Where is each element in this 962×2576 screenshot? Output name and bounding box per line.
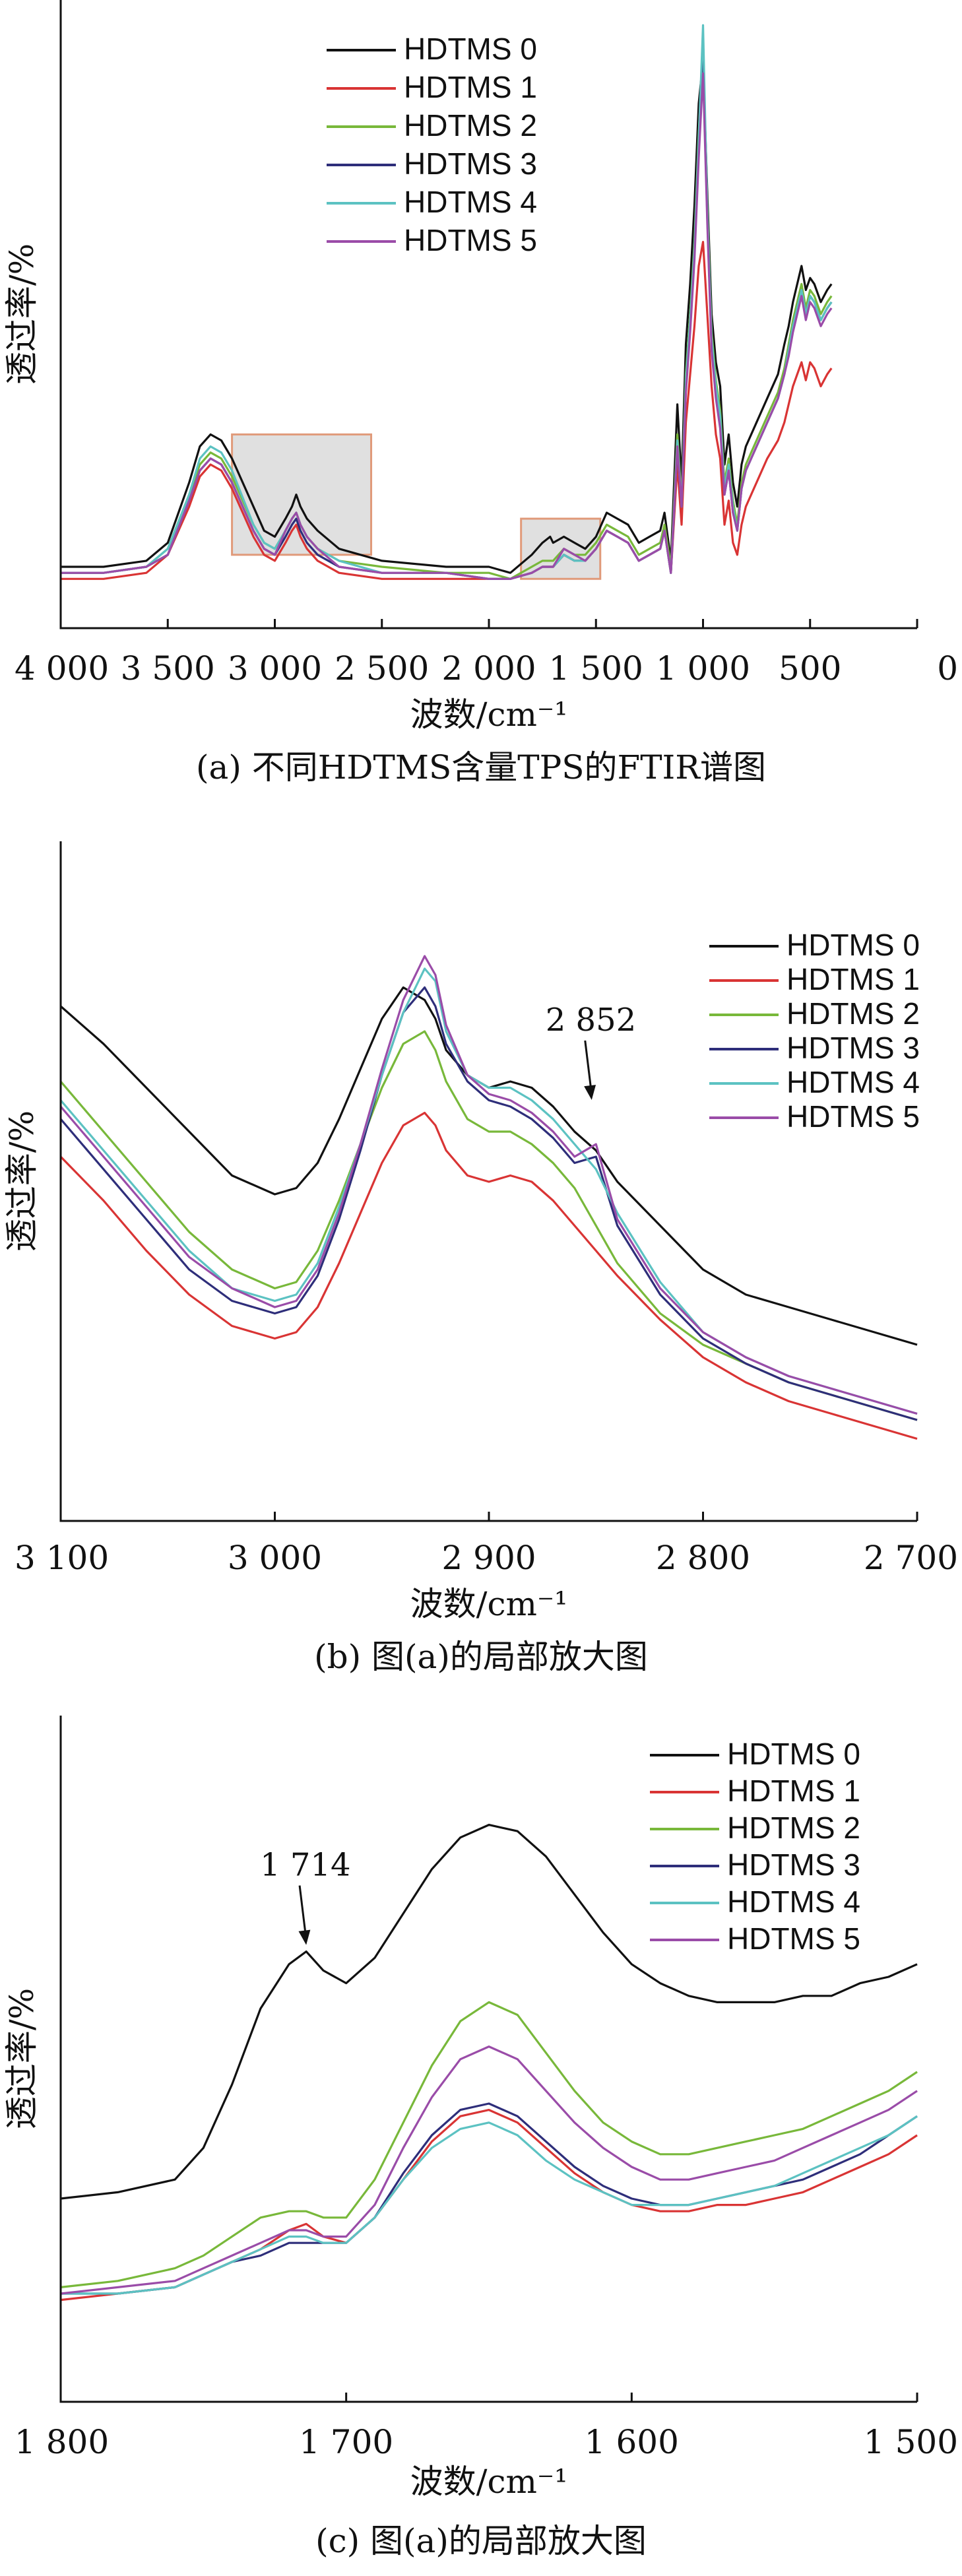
x-tick-label: 3 100 bbox=[15, 1539, 109, 1577]
series-line-hdtms-3 bbox=[59, 986, 918, 1421]
legend-label: HDTMS 4 bbox=[786, 1065, 920, 1099]
legend-label: HDTMS 2 bbox=[404, 108, 537, 143]
legend-label: HDTMS 2 bbox=[786, 996, 920, 1031]
x-tick-label: 1 800 bbox=[15, 2423, 109, 2461]
x-tick-label: 2 500 bbox=[335, 649, 429, 688]
legend-label: HDTMS 3 bbox=[404, 146, 537, 181]
legend-label: HDTMS 2 bbox=[727, 1811, 860, 1845]
x-tick-label: 500 bbox=[779, 649, 841, 688]
legend-label: HDTMS 4 bbox=[404, 185, 537, 219]
legend-label: HDTMS 5 bbox=[404, 223, 537, 257]
zoom-region-box-1 bbox=[520, 517, 602, 580]
series-line-hdtms-2 bbox=[59, 1030, 918, 1421]
x-tick-label: 2 900 bbox=[441, 1539, 536, 1577]
chart-panel-0: 4 000 3 500 3 000 2 500 2 000 1 500 1 000 500 0 波… bbox=[3, 0, 958, 787]
legend-label: HDTMS 0 bbox=[786, 928, 920, 962]
x-tick-label: 3 000 bbox=[228, 649, 322, 688]
legend-label: HDTMS 4 bbox=[727, 1884, 860, 1919]
annotation-arrow-head bbox=[298, 1929, 311, 1945]
x-tick-label: 4 000 bbox=[15, 649, 109, 688]
x-axis-label: 波数/cm⁻¹ bbox=[410, 695, 568, 734]
x-tick-label: 1 600 bbox=[585, 2423, 679, 2461]
figure-caption: (a) 不同HDTMS含量TPS的FTIR谱图 bbox=[196, 748, 766, 787]
series-line-hdtms-0 bbox=[61, 60, 833, 574]
x-tick-label: 2 000 bbox=[441, 649, 536, 688]
annotation-label: 1 714 bbox=[260, 1847, 350, 1884]
annotation-label: 2 852 bbox=[546, 1002, 636, 1039]
figure-caption: (c) 图(a)的局部放大图 bbox=[315, 2522, 647, 2560]
x-tick-label: 1 000 bbox=[656, 649, 750, 688]
chart-panel-1: 3 100 3 000 2 900 2 800 2 700 波数/cm⁻¹ 透过率/% (b)… bbox=[3, 841, 958, 1676]
y-axis-label: 透过率/% bbox=[3, 243, 41, 385]
x-tick-label: 3 000 bbox=[228, 1539, 322, 1577]
legend-label: HDTMS 0 bbox=[404, 32, 537, 66]
series-line-hdtms-2 bbox=[60, 2001, 918, 2288]
x-tick-label: 2 700 bbox=[864, 1539, 958, 1577]
y-axis-label: 透过率/% bbox=[3, 1988, 41, 2129]
legend-label: HDTMS 5 bbox=[727, 1921, 860, 1956]
x-tick-label: 1 500 bbox=[549, 649, 643, 688]
series-line-hdtms-4 bbox=[61, 2115, 918, 2295]
x-tick-label: 0 bbox=[937, 649, 958, 688]
series-line-hdtms-5 bbox=[59, 955, 918, 1415]
series-line-hdtms-5 bbox=[61, 72, 833, 580]
legend-label: HDTMS 3 bbox=[727, 1848, 860, 1882]
legend-label: HDTMS 1 bbox=[404, 70, 537, 104]
series-line-hdtms-1 bbox=[59, 1111, 918, 1440]
legend-label: HDTMS 1 bbox=[786, 962, 920, 996]
y-axis-label: 透过率/% bbox=[3, 1111, 41, 1252]
x-axis-label: 波数/cm⁻¹ bbox=[410, 1585, 568, 1623]
x-tick-label: 2 800 bbox=[656, 1539, 750, 1577]
figure-caption: (b) 图(a)的局部放大图 bbox=[314, 1638, 648, 1676]
x-tick-label: 1 700 bbox=[299, 2423, 393, 2461]
x-tick-label: 1 500 bbox=[864, 2423, 958, 2461]
chart-panel-2: 1 800 1 700 1 600 1 500 波数/cm⁻¹ 透过率/% (c) 图(a)… bbox=[3, 1716, 958, 2560]
series-line-hdtms-1 bbox=[60, 2109, 918, 2302]
legend-label: HDTMS 0 bbox=[727, 1737, 860, 1771]
x-axis-label: 波数/cm⁻¹ bbox=[410, 2463, 568, 2501]
legend-label: HDTMS 3 bbox=[786, 1031, 920, 1065]
series-line-hdtms-0 bbox=[60, 1824, 918, 2200]
x-tick-label: 3 500 bbox=[121, 649, 215, 688]
legend-label: HDTMS 5 bbox=[786, 1099, 920, 1134]
annotation-arrow-head bbox=[584, 1085, 596, 1100]
series-line-hdtms-5 bbox=[60, 2045, 918, 2295]
legend-label: HDTMS 1 bbox=[727, 1774, 860, 1808]
